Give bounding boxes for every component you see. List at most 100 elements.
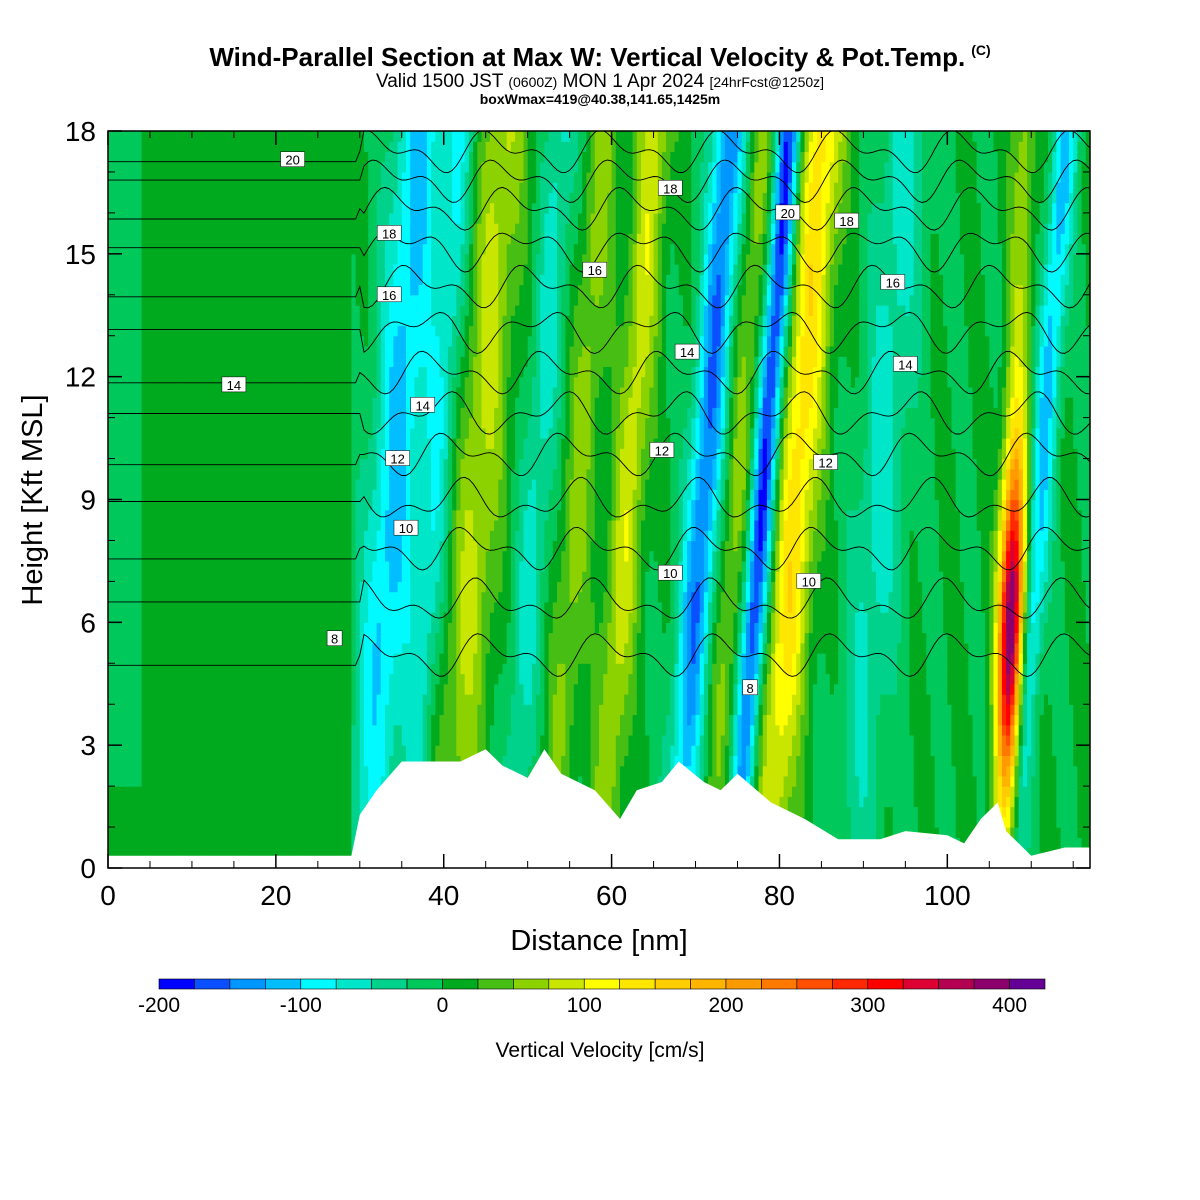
velocity-cell: [267, 581, 273, 593]
velocity-cell: [108, 346, 113, 357]
velocity-cell: [305, 765, 310, 777]
velocity-cell: [376, 694, 382, 705]
velocity-cell: [137, 694, 143, 705]
velocity-cell: [112, 171, 117, 183]
velocity-cell: [347, 386, 352, 398]
velocity-cell: [296, 171, 302, 183]
velocity-cell: [108, 233, 113, 245]
velocity-cell: [150, 509, 155, 521]
velocity-cell: [271, 847, 277, 859]
velocity-cell: [338, 305, 344, 316]
velocity-cell: [292, 571, 298, 583]
velocity-cell: [317, 601, 323, 613]
velocity-cell: [330, 704, 336, 716]
velocity-cell: [191, 448, 197, 460]
velocity-cell: [338, 335, 344, 347]
velocity-cell: [347, 673, 352, 685]
velocity-cell: [217, 253, 222, 265]
velocity-cell: [124, 407, 130, 419]
velocity-cell: [191, 223, 197, 234]
velocity-cell: [242, 714, 248, 726]
velocity-cell: [112, 499, 117, 511]
velocity-cell: [229, 243, 235, 255]
velocity-cell: [364, 612, 369, 623]
velocity-cell: [120, 376, 126, 388]
velocity-cell: [129, 653, 134, 664]
velocity-cell: [175, 386, 180, 398]
velocity-cell: [108, 796, 113, 808]
velocity-cell: [225, 714, 231, 726]
velocity-cell: [376, 253, 382, 265]
velocity-cell: [271, 816, 277, 828]
velocity-cell: [271, 673, 277, 685]
velocity-cell: [196, 223, 201, 234]
velocity-cell: [309, 427, 315, 439]
velocity-cell: [372, 315, 378, 327]
velocity-cell: [137, 315, 143, 327]
velocity-cell: [166, 765, 172, 777]
velocity-cell: [137, 530, 143, 542]
velocity-cell: [338, 704, 344, 716]
velocity-cell: [368, 642, 373, 654]
velocity-cell: [166, 223, 172, 234]
velocity-cell: [305, 745, 310, 757]
velocity-cell: [183, 438, 189, 449]
velocity-cell: [330, 284, 336, 296]
velocity-cell: [355, 673, 361, 685]
velocity-cell: [191, 202, 197, 214]
velocity-cell: [376, 653, 382, 664]
velocity-cell: [284, 397, 290, 408]
velocity-cell: [133, 622, 138, 634]
velocity-cell: [393, 397, 399, 408]
velocity-cell: [309, 796, 315, 808]
velocity-cell: [217, 827, 222, 838]
velocity-cell: [288, 131, 294, 142]
velocity-cell: [150, 294, 155, 306]
velocity-cell: [296, 827, 302, 838]
velocity-cell: [212, 141, 218, 153]
velocity-cell: [313, 632, 319, 644]
velocity-cell: [359, 253, 365, 265]
velocity-cell: [221, 612, 227, 623]
velocity-cell: [296, 366, 302, 378]
velocity-cell: [183, 417, 189, 429]
velocity-cell: [246, 141, 252, 153]
velocity-cell: [322, 530, 327, 542]
velocity-cell: [116, 755, 122, 767]
velocity-cell: [317, 243, 323, 255]
velocity-cell: [376, 642, 382, 654]
velocity-cell: [259, 161, 264, 173]
velocity-cell: [133, 325, 138, 337]
velocity-cell: [129, 223, 134, 234]
velocity-cell: [347, 786, 352, 797]
velocity-cell: [267, 612, 273, 623]
velocity-cell: [179, 601, 185, 613]
velocity-cell: [225, 427, 231, 439]
velocity-cell: [183, 704, 189, 716]
velocity-cell: [355, 407, 361, 419]
velocity-cell: [233, 192, 239, 204]
velocity-cell: [246, 171, 252, 183]
velocity-cell: [254, 294, 260, 306]
velocity-cell: [246, 315, 252, 327]
velocity-cell: [355, 714, 361, 726]
velocity-cell: [351, 683, 357, 695]
velocity-cell: [359, 540, 365, 552]
velocity-cell: [330, 458, 336, 470]
velocity-cell: [254, 386, 260, 398]
velocity-cell: [271, 489, 277, 501]
velocity-cell: [364, 724, 369, 736]
velocity-cell: [120, 233, 126, 245]
velocity-cell: [133, 212, 138, 224]
velocity-cell: [330, 305, 336, 316]
velocity-cell: [275, 540, 281, 552]
velocity-cell: [179, 141, 185, 153]
velocity-cell: [292, 642, 298, 654]
velocity-cell: [317, 786, 323, 797]
velocity-cell: [187, 171, 193, 183]
velocity-cell: [108, 694, 113, 705]
velocity-cell: [368, 253, 373, 265]
velocity-cell: [212, 694, 218, 705]
velocity-cell: [292, 591, 298, 603]
velocity-cell: [389, 468, 394, 480]
